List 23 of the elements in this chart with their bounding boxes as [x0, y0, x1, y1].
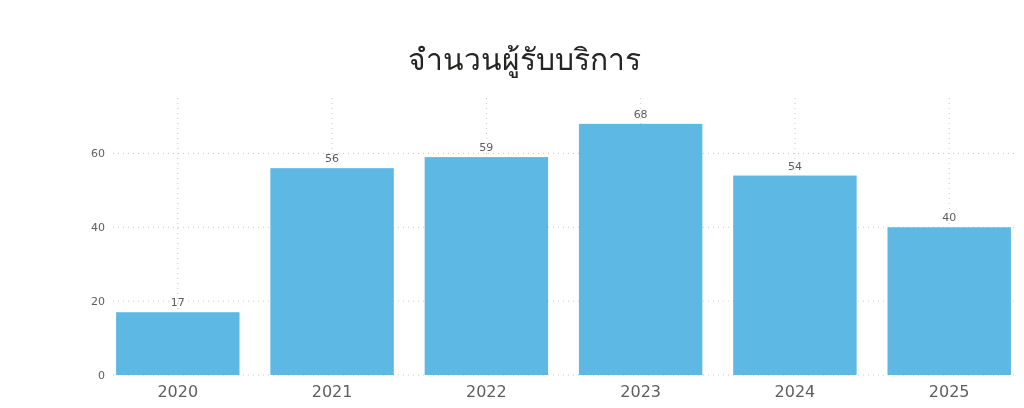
y-tick-label: 40 [91, 221, 105, 235]
data-label: 54 [787, 159, 802, 173]
x-tick-label: 2025 [928, 382, 970, 401]
bar [887, 227, 1011, 375]
bar [733, 175, 857, 375]
bar [270, 168, 394, 375]
x-tick-label: 2021 [311, 382, 353, 401]
bar [578, 123, 703, 375]
data-label: 68 [633, 107, 648, 121]
y-tick-label: 0 [98, 368, 105, 382]
x-tick-label: 2022 [466, 382, 507, 401]
chart-title: จำนวนผู้รับบริการ [408, 42, 641, 78]
x-tick-label: 2024 [774, 382, 816, 401]
bar [116, 312, 240, 375]
data-label: 40 [942, 211, 957, 225]
data-label: 17 [170, 296, 185, 310]
x-tick-label: 2020 [157, 382, 199, 401]
data-label: 56 [325, 152, 340, 166]
x-tick-label: 2023 [620, 382, 661, 401]
data-label: 59 [479, 141, 494, 155]
y-tick-label: 20 [91, 294, 105, 308]
y-tick-label: 60 [91, 147, 105, 161]
bar [424, 157, 549, 375]
